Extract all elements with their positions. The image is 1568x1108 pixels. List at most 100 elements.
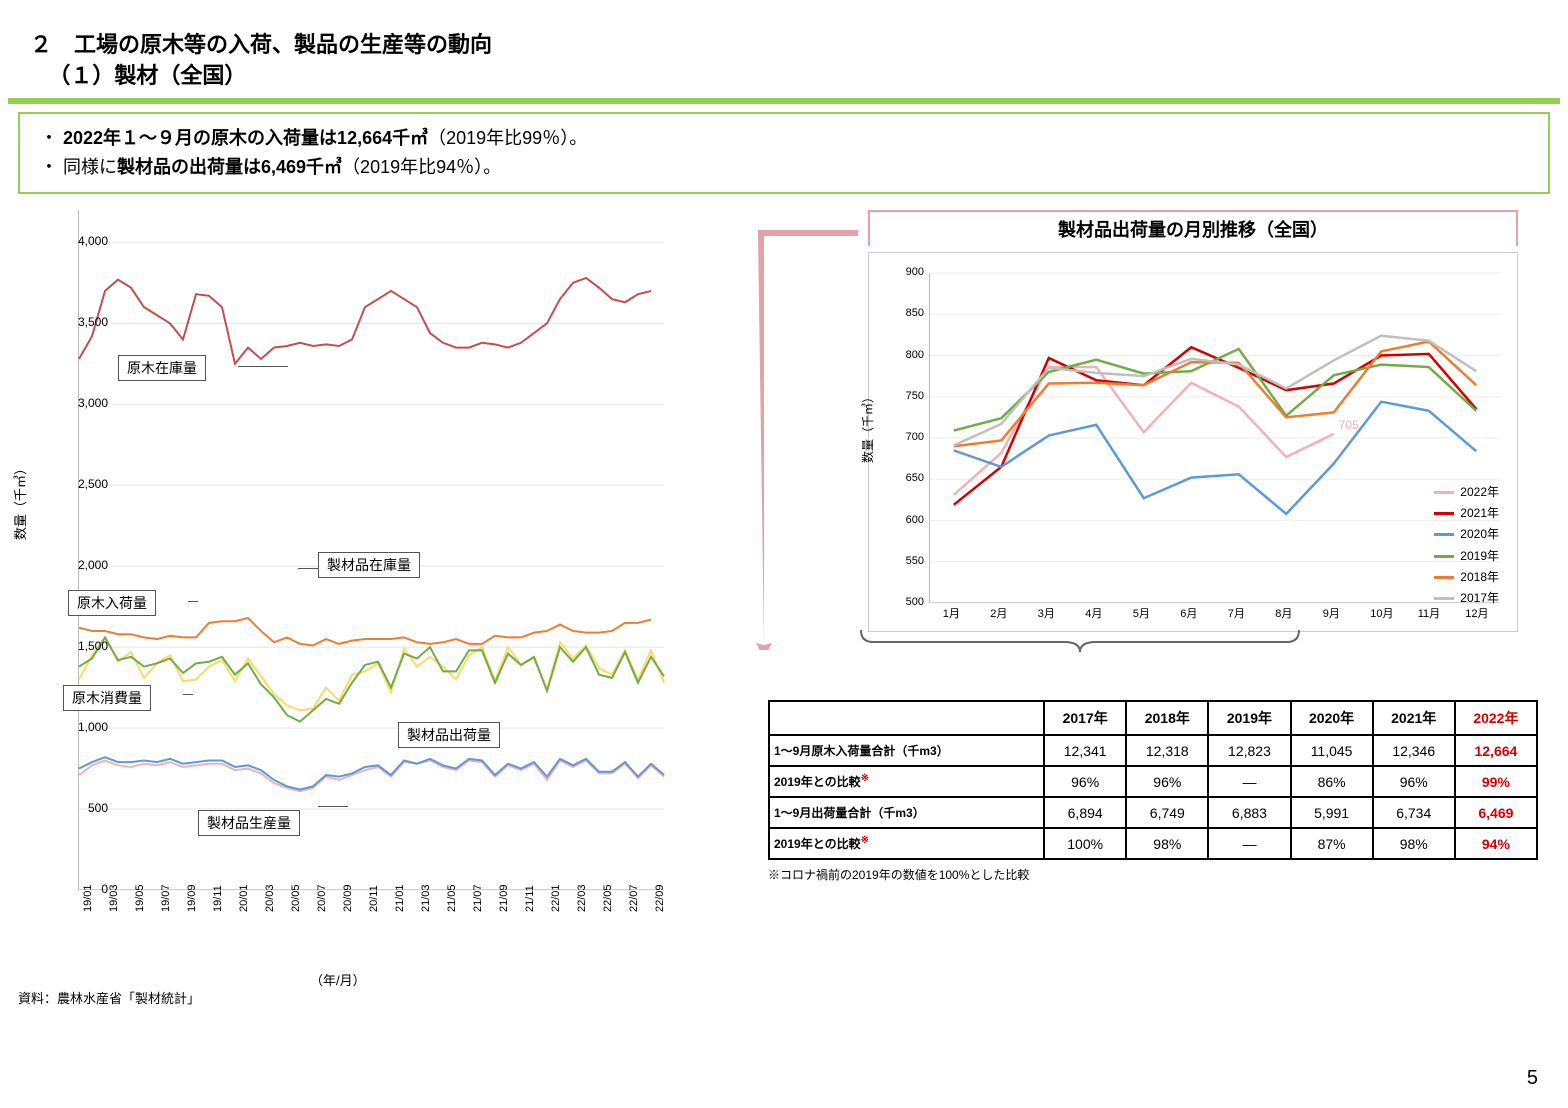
table-cell: 6,749 bbox=[1126, 797, 1208, 828]
table-cell: 100% bbox=[1044, 828, 1126, 859]
table-cell: 96% bbox=[1126, 766, 1208, 797]
left-xtick: 20/01 bbox=[238, 900, 250, 912]
left-ytick: 4,000 bbox=[58, 234, 108, 248]
left-xtick: 21/07 bbox=[472, 900, 484, 912]
left-xtick: 20/03 bbox=[264, 900, 276, 912]
legend-item: 2021年 bbox=[1434, 504, 1499, 523]
right-xtick: 5月 bbox=[1133, 605, 1150, 621]
left-xtick: 19/01 bbox=[82, 900, 94, 912]
table-row: 2019年との比較※100%98%—87%98%94% bbox=[769, 828, 1537, 859]
table-cell: 12,823 bbox=[1208, 735, 1290, 766]
left-xtick: 21/03 bbox=[420, 900, 432, 912]
left-chart-ylabel: 数量（千㎥） bbox=[10, 462, 29, 540]
chart-label-callout: 原木入荷量 bbox=[68, 590, 156, 616]
left-xtick: 22/09 bbox=[654, 900, 666, 912]
left-ytick: 1,500 bbox=[58, 639, 108, 653]
right-ytick: 650 bbox=[889, 472, 924, 484]
summary-box: ・ 2022年１～９月の原木の入荷量は12,664千㎥（2019年比99％）。 … bbox=[18, 112, 1550, 194]
right-ytick: 850 bbox=[889, 307, 924, 319]
right-chart-ylabel: 数量（千㎥） bbox=[859, 391, 876, 463]
table-row-label: 2019年との比較※ bbox=[769, 766, 1044, 797]
source-note: 資料：農林水産省「製材統計」 bbox=[18, 988, 200, 1007]
left-chart-lines bbox=[79, 210, 663, 889]
table-cell: — bbox=[1208, 828, 1290, 859]
left-xtick: 19/11 bbox=[212, 900, 224, 912]
table-row: 1～9月原木入荷量合計（千m3）12,34112,31812,82311,045… bbox=[769, 735, 1537, 766]
table-cell: 12,341 bbox=[1044, 735, 1126, 766]
legend-item: 2019年 bbox=[1434, 547, 1499, 566]
table-header: 2019年 bbox=[1208, 701, 1290, 735]
right-xtick: 6月 bbox=[1180, 605, 1197, 621]
table-header: 2020年 bbox=[1291, 701, 1373, 735]
table-cell: 6,883 bbox=[1208, 797, 1290, 828]
left-xtick: 19/09 bbox=[186, 900, 198, 912]
table-row-label: 1～9月出荷量合計（千m3） bbox=[769, 797, 1044, 828]
table-cell: 96% bbox=[1044, 766, 1126, 797]
right-chart-plot-area bbox=[929, 273, 1499, 603]
legend-item: 2022年 bbox=[1434, 483, 1499, 502]
right-xtick: 9月 bbox=[1323, 605, 1340, 621]
right-chart-title: 製材品出荷量の月別推移（全国） bbox=[868, 210, 1518, 246]
right-chart-container: 数量（千㎥） 2022年2021年2020年2019年2018年2017年 50… bbox=[868, 252, 1518, 632]
chart-label-callout: 製材品生産量 bbox=[198, 810, 300, 836]
table-cell: 12,346 bbox=[1373, 735, 1455, 766]
left-chart-plot-area bbox=[78, 210, 663, 890]
legend-item: 2018年 bbox=[1434, 568, 1499, 587]
right-ytick: 500 bbox=[889, 596, 924, 608]
left-xtick: 20/05 bbox=[290, 900, 302, 912]
left-xtick: 21/05 bbox=[446, 900, 458, 912]
data-point-label: 705 bbox=[1339, 418, 1359, 432]
table-cell: 94% bbox=[1455, 828, 1537, 859]
table-cell: 87% bbox=[1291, 828, 1373, 859]
table-cell: 6,734 bbox=[1373, 797, 1455, 828]
legend-item: 2020年 bbox=[1434, 525, 1499, 544]
left-xtick: 19/03 bbox=[108, 900, 120, 912]
table-cell: 6,469 bbox=[1455, 797, 1537, 828]
table-row-label: 1～9月原木入荷量合計（千m3） bbox=[769, 735, 1044, 766]
right-ytick: 900 bbox=[889, 266, 924, 278]
right-xtick: 8月 bbox=[1275, 605, 1292, 621]
right-chart-lines bbox=[930, 273, 1499, 602]
table-footnote: ※コロナ禍前の2019年の数値を100%とした比較 bbox=[768, 866, 1538, 883]
left-xtick: 22/05 bbox=[602, 900, 614, 912]
right-ytick: 800 bbox=[889, 349, 924, 361]
right-xtick: 7月 bbox=[1228, 605, 1245, 621]
right-panel: 製材品出荷量の月別推移（全国） 数量（千㎥） 2022年2021年2020年20… bbox=[748, 210, 1538, 970]
left-chart-xaxis-note: （年/月） bbox=[310, 970, 366, 989]
table-cell: 86% bbox=[1291, 766, 1373, 797]
left-xtick: 22/07 bbox=[628, 900, 640, 912]
data-table: 2017年2018年2019年2020年2021年2022年 1～9月原木入荷量… bbox=[768, 700, 1538, 860]
right-ytick: 700 bbox=[889, 431, 924, 443]
table-header: 2017年 bbox=[1044, 701, 1126, 735]
left-xtick: 20/09 bbox=[342, 900, 354, 912]
legend-item: 2017年 bbox=[1434, 589, 1499, 608]
header-divider bbox=[8, 98, 1560, 104]
left-ytick: 500 bbox=[58, 801, 108, 815]
right-xtick: 4月 bbox=[1085, 605, 1102, 621]
table-cell: 99% bbox=[1455, 766, 1537, 797]
data-table-container: 2017年2018年2019年2020年2021年2022年 1～9月原木入荷量… bbox=[768, 700, 1538, 883]
left-xtick: 20/07 bbox=[316, 900, 328, 912]
right-chart-legend: 2022年 2021年 2020年 2019年 2018年 2017年 bbox=[1434, 483, 1499, 610]
left-ytick: 1,000 bbox=[58, 720, 108, 734]
table-cell: 96% bbox=[1373, 766, 1455, 797]
right-ytick: 600 bbox=[889, 514, 924, 526]
right-xtick: 1月 bbox=[943, 605, 960, 621]
left-ytick: 3,000 bbox=[58, 396, 108, 410]
left-xtick: 22/03 bbox=[576, 900, 588, 912]
table-row: 1～9月出荷量合計（千m3）6,8946,7496,8835,9916,7346… bbox=[769, 797, 1537, 828]
table-cell: — bbox=[1208, 766, 1290, 797]
table-header bbox=[769, 701, 1044, 735]
table-row: 2019年との比較※96%96%—86%96%99% bbox=[769, 766, 1537, 797]
table-cell: 98% bbox=[1373, 828, 1455, 859]
right-ytick: 550 bbox=[889, 555, 924, 567]
table-header: 2018年 bbox=[1126, 701, 1208, 735]
right-xtick: 2月 bbox=[990, 605, 1007, 621]
chart-label-callout: 製材品在庫量 bbox=[318, 552, 420, 578]
right-xtick: 3月 bbox=[1038, 605, 1055, 621]
left-xtick: 21/11 bbox=[524, 900, 536, 912]
page-title: ２ 工場の原木等の入荷、製品の生産等の動向 （１）製材（全国） bbox=[30, 30, 492, 92]
pink-connector-icon bbox=[748, 220, 868, 650]
left-ytick: 3,500 bbox=[58, 315, 108, 329]
left-xtick: 22/01 bbox=[550, 900, 562, 912]
